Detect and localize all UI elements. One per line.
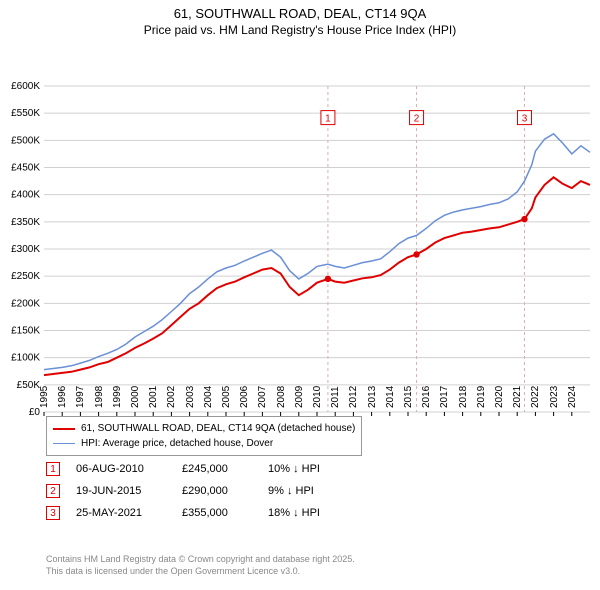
series-hpi [44,134,590,370]
y-tick-label: £350K [11,217,40,228]
x-tick-label: 2003 [185,386,196,408]
sale-row: 2 19-JUN-2015 £290,000 9% ↓ HPI [46,484,348,498]
sale-date: 06-AUG-2010 [76,463,166,475]
y-tick-label: £600K [11,81,40,92]
x-tick-label: 2005 [221,386,232,408]
footer-line2: This data is licensed under the Open Gov… [46,566,355,578]
sale-diff: 9% ↓ HPI [268,485,348,497]
legend-swatch [53,443,75,444]
x-tick-label: 2010 [312,386,323,408]
sale-marker-number: 2 [414,114,420,125]
y-tick-label: £50K [17,380,41,391]
x-tick-label: 2001 [148,386,159,408]
sale-row: 1 06-AUG-2010 £245,000 10% ↓ HPI [46,462,348,476]
sale-price: £290,000 [182,485,252,497]
legend-item: HPI: Average price, detached house, Dove… [53,436,355,451]
x-tick-label: 2012 [348,386,359,408]
legend-label: HPI: Average price, detached house, Dove… [81,436,273,451]
x-tick-label: 1997 [75,386,86,408]
y-tick-label: £400K [11,190,40,201]
x-tick-label: 1998 [94,386,105,408]
x-tick-label: 2018 [458,386,469,408]
legend-swatch [53,428,75,430]
sale-diff: 18% ↓ HPI [268,507,348,519]
x-tick-label: 2015 [403,386,414,408]
y-tick-label: £100K [11,353,40,364]
x-tick-label: 1995 [39,386,50,408]
footer-line1: Contains HM Land Registry data © Crown c… [46,554,355,566]
x-tick-label: 2002 [166,386,177,408]
y-tick-label: £250K [11,272,40,283]
x-tick-label: 2023 [549,386,560,408]
sale-row-marker: 1 [46,462,60,476]
x-tick-label: 2024 [567,386,578,408]
y-tick-label: £550K [11,109,40,120]
sale-row-marker: 3 [46,506,60,520]
y-tick-label: £500K [11,136,40,147]
x-tick-label: 1999 [112,386,123,408]
legend-item: 61, SOUTHWALL ROAD, DEAL, CT14 9QA (deta… [53,421,355,436]
y-tick-label: £200K [11,299,40,310]
x-tick-label: 2020 [494,386,505,408]
x-tick-label: 2000 [130,386,141,408]
x-tick-label: 1996 [57,386,68,408]
sale-diff: 10% ↓ HPI [268,463,348,475]
x-tick-label: 2017 [439,386,450,408]
sales-table: 1 06-AUG-2010 £245,000 10% ↓ HPI 2 19-JUN-201… [46,462,348,528]
sale-row-marker: 2 [46,484,60,498]
x-tick-label: 2008 [276,386,287,408]
y-tick-label: £450K [11,163,40,174]
x-tick-label: 2011 [330,386,341,408]
title-line2: Price paid vs. HM Land Registry's House … [0,23,600,39]
footer-attribution: Contains HM Land Registry data © Crown c… [46,554,355,577]
sale-marker-number: 3 [522,114,528,125]
x-tick-label: 2013 [367,386,378,408]
x-tick-label: 2019 [476,386,487,408]
y-tick-label: £0 [29,407,41,418]
chart-container: 61, SOUTHWALL ROAD, DEAL, CT14 9QA Price… [0,0,600,590]
x-tick-label: 2014 [385,386,396,408]
sale-price: £245,000 [182,463,252,475]
sale-marker-number: 1 [325,114,331,125]
sale-row: 3 25-MAY-2021 £355,000 18% ↓ HPI [46,506,348,520]
x-tick-label: 2009 [294,386,305,408]
y-tick-label: £150K [11,326,40,337]
chart-title: 61, SOUTHWALL ROAD, DEAL, CT14 9QA Price… [0,0,600,38]
chart-legend: 61, SOUTHWALL ROAD, DEAL, CT14 9QA (deta… [46,416,362,456]
legend-label: 61, SOUTHWALL ROAD, DEAL, CT14 9QA (deta… [81,421,355,436]
x-tick-label: 2004 [203,386,214,408]
sale-price: £355,000 [182,507,252,519]
sale-date: 19-JUN-2015 [76,485,166,497]
x-tick-label: 2006 [239,386,250,408]
y-tick-label: £300K [11,244,40,255]
x-tick-label: 2021 [512,386,523,408]
x-tick-label: 2022 [530,386,541,408]
line-chart: £0 £50K £100K £150K £200K £250K £300K £350K £400… [0,38,600,418]
x-tick-label: 2007 [257,386,268,408]
title-line1: 61, SOUTHWALL ROAD, DEAL, CT14 9QA [0,6,600,23]
sale-date: 25-MAY-2021 [76,507,166,519]
x-tick-label: 2016 [421,386,432,408]
